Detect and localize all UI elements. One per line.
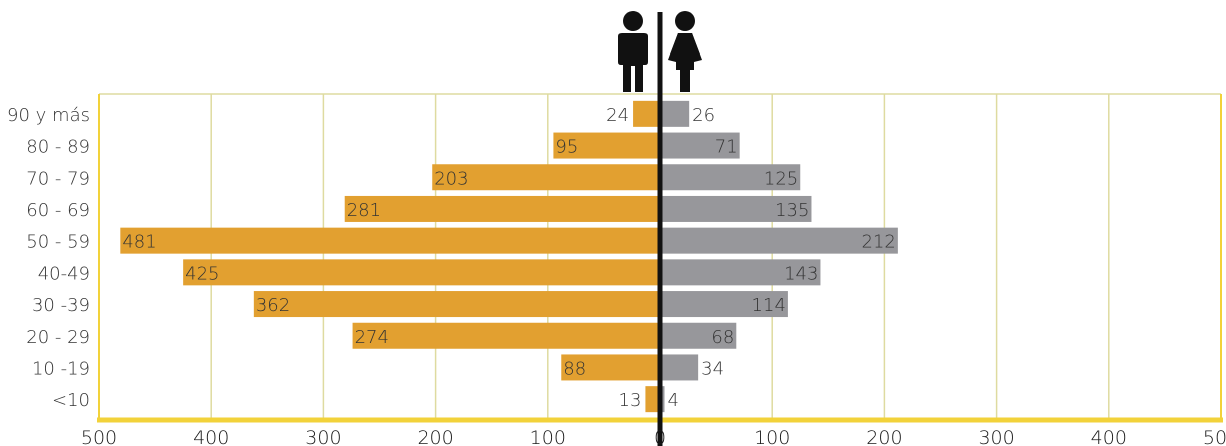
- data-label-men: 203: [434, 168, 468, 189]
- data-label-women: 143: [784, 263, 818, 284]
- legend-men: [612, 10, 654, 98]
- bar-men: [553, 132, 660, 159]
- x-tick-labels: 500 400 300 200 100 0 100 200 300 400 500: [81, 427, 1226, 446]
- bar-women: [660, 100, 690, 127]
- bar-men: [561, 354, 660, 381]
- data-label-men: 13: [619, 390, 642, 411]
- x-tick-label: 400: [193, 427, 229, 446]
- x-tick-label: 300: [305, 427, 341, 446]
- category-label: 90 y más: [7, 105, 90, 126]
- bar-men: [352, 322, 660, 349]
- data-label-men: 24: [606, 105, 629, 126]
- bar-women: [660, 354, 699, 381]
- x-tick-label: 100: [754, 427, 790, 446]
- category-labels: 90 y más 80 - 89 70 - 79 60 - 69 50 - 59 40-4…: [7, 105, 90, 411]
- legend-women: [664, 10, 706, 98]
- bar-women: [660, 322, 737, 349]
- category-label: 10 -19: [32, 358, 90, 379]
- data-label-women: 34: [701, 358, 724, 379]
- bar-women: [660, 195, 812, 222]
- data-label-men: 95: [555, 137, 578, 158]
- x-tick-label: 300: [978, 427, 1014, 446]
- bar-women: [660, 259, 821, 286]
- bars: 24 26 95 71 203 125 281 135 481 212 425 143 362 114 27…: [120, 12, 898, 446]
- x-tick-label: 500: [1203, 427, 1226, 446]
- data-label-women: 68: [711, 327, 734, 348]
- category-label: 60 - 69: [26, 200, 90, 221]
- bar-men: [432, 164, 660, 191]
- data-label-women: 26: [692, 105, 715, 126]
- man-icon: [618, 11, 648, 92]
- x-tick-label: 200: [417, 427, 453, 446]
- data-label-women: 114: [752, 295, 786, 316]
- bar-women: [660, 291, 788, 318]
- data-label-women: 135: [775, 200, 809, 221]
- data-label-women: 125: [764, 168, 798, 189]
- x-tick-label: 500: [81, 427, 117, 446]
- category-label: 80 - 89: [26, 137, 90, 158]
- category-label: 30 -39: [32, 295, 90, 316]
- woman-icon: [668, 11, 702, 92]
- data-label-men: 274: [355, 327, 389, 348]
- data-label-women: 212: [862, 232, 896, 253]
- x-tick-label: 200: [866, 427, 902, 446]
- category-label: <10: [52, 390, 90, 411]
- bar-men: [645, 386, 660, 413]
- data-label-men: 481: [122, 232, 156, 253]
- bar-women: [660, 132, 740, 159]
- category-label: 70 - 79: [26, 168, 90, 189]
- category-label: 50 - 59: [26, 232, 90, 253]
- bar-women: [660, 164, 801, 191]
- x-tick-label: 100: [530, 427, 566, 446]
- category-label: 20 - 29: [26, 327, 90, 348]
- bar-men: [633, 100, 660, 127]
- data-label-men: 425: [185, 263, 219, 284]
- data-label-men: 281: [347, 200, 381, 221]
- category-label: 40-49: [38, 263, 90, 284]
- bar-men: [183, 259, 660, 286]
- bar-men: [253, 291, 660, 318]
- bar-men: [344, 195, 660, 222]
- bar-men: [120, 227, 661, 254]
- data-label-men: 362: [256, 295, 290, 316]
- data-label-women: 71: [715, 137, 738, 158]
- x-tick-label: 0: [654, 427, 666, 446]
- bar-women: [660, 227, 898, 254]
- data-label-women: 4: [667, 390, 678, 411]
- x-tick-label: 400: [1091, 427, 1127, 446]
- data-label-men: 88: [563, 358, 586, 379]
